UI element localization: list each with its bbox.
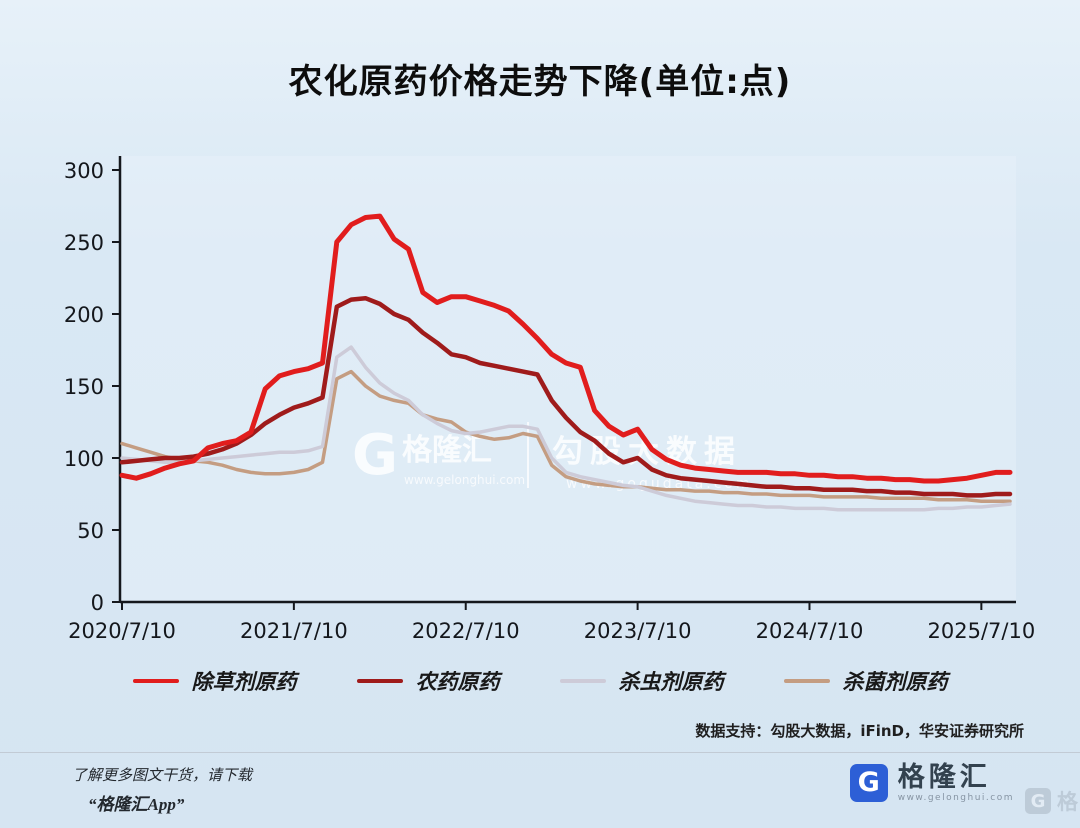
svg-text:2025/7/10: 2025/7/10	[928, 619, 1036, 643]
legend-label: 除草剂原药	[191, 670, 297, 694]
legend-item-3: 杀菌剂原药	[783, 666, 948, 696]
svg-text:www.gelonghui.com: www.gelonghui.com	[404, 473, 525, 487]
svg-text:0: 0	[91, 591, 104, 615]
svg-text:150: 150	[64, 375, 104, 399]
svg-text:2024/7/10: 2024/7/10	[756, 619, 864, 643]
promo-text: 了解更多图文干货，请下载	[72, 768, 253, 784]
corner-watermark-icon: G	[1025, 788, 1051, 814]
data-source-note: 数据支持：勾股大数据，iFinD，华安证券研究所	[695, 722, 1024, 740]
svg-text:50: 50	[77, 519, 104, 543]
promo-app-name: “格隆汇App”	[88, 795, 185, 814]
chart-title: 农化原药价格走势下降(单位:点)	[288, 62, 792, 102]
brand-url: www.gelonghui.com	[897, 793, 1014, 804]
svg-text:格隆汇: 格隆汇	[402, 433, 492, 468]
svg-text:2022/7/10: 2022/7/10	[412, 619, 520, 643]
svg-text:100: 100	[64, 447, 104, 471]
legend-item-1: 农药原药	[356, 666, 500, 696]
price-trend-line-chart: G 格隆汇www.gelonghui.com勾股大数据www.gogudata.c…	[64, 156, 1036, 643]
series-line-0	[119, 213, 1013, 484]
svg-text:2021/7/10: 2021/7/10	[240, 619, 348, 643]
brand-logo: G 格隆汇 www.gelonghui.com	[849, 762, 1014, 803]
svg-text:250: 250	[64, 231, 104, 255]
legend: 除草剂原药 农药原药 杀虫剂原药 杀菌剂原药	[0, 666, 1080, 696]
svg-text:2020/7/10: 2020/7/10	[68, 619, 176, 643]
brand-name: 格隆汇	[897, 762, 991, 793]
series-line-1	[119, 295, 1013, 498]
legend-item-2: 杀虫剂原药	[559, 666, 724, 696]
legend-swatch	[783, 679, 830, 683]
svg-text:G: G	[352, 423, 398, 488]
legend-swatch	[356, 679, 403, 683]
legend-label: 杀菌剂原药	[842, 670, 948, 694]
x-axis: 2020/7/10 2021/7/10 2022/7/10 2023/7/10 2024…	[68, 600, 1036, 643]
legend-label: 杀虫剂原药	[618, 670, 724, 694]
corner-watermark-text: 格隆汇	[1057, 790, 1080, 814]
series-line-3	[120, 369, 1012, 503]
svg-text:200: 200	[64, 303, 104, 327]
divider	[0, 752, 1080, 753]
legend-item-0: 除草剂原药	[132, 666, 297, 696]
brand-text-block: 格隆汇 www.gelonghui.com	[898, 762, 1014, 803]
plot-background	[120, 156, 1016, 602]
legend-swatch	[559, 679, 606, 683]
svg-text:2023/7/10: 2023/7/10	[584, 619, 692, 643]
legend-swatch	[132, 679, 179, 683]
legend-label: 农药原药	[415, 670, 500, 694]
series-line-2	[120, 345, 1012, 512]
chart-area: G 格隆汇 www.gelonghui.com 勾股大数据 www.gogudata.c…	[0, 140, 1080, 660]
brand-logo-icon: G	[849, 763, 888, 802]
y-axis: 0 50 100 150 200 250 300	[64, 156, 122, 615]
corner-watermark: G 格隆汇	[1025, 786, 1080, 816]
svg-text:300: 300	[64, 159, 104, 183]
